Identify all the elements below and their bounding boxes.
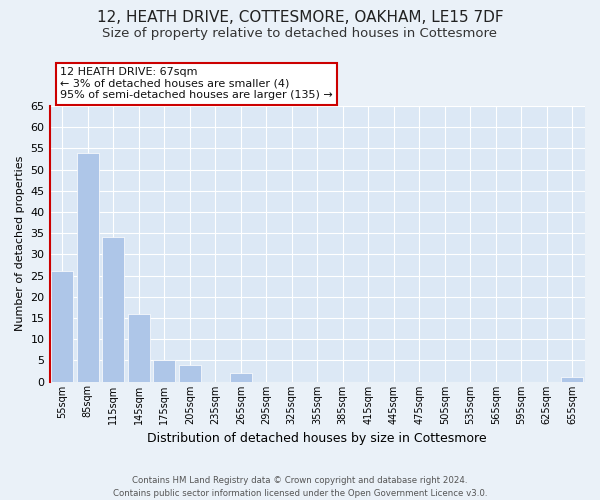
Text: 12, HEATH DRIVE, COTTESMORE, OAKHAM, LE15 7DF: 12, HEATH DRIVE, COTTESMORE, OAKHAM, LE1… — [97, 10, 503, 25]
Text: 12 HEATH DRIVE: 67sqm
← 3% of detached houses are smaller (4)
95% of semi-detach: 12 HEATH DRIVE: 67sqm ← 3% of detached h… — [60, 67, 333, 100]
Bar — [77, 152, 98, 382]
Bar — [154, 360, 175, 382]
Text: Contains HM Land Registry data © Crown copyright and database right 2024.
Contai: Contains HM Land Registry data © Crown c… — [113, 476, 487, 498]
Text: Size of property relative to detached houses in Cottesmore: Size of property relative to detached ho… — [103, 28, 497, 40]
Bar — [103, 238, 124, 382]
Bar — [52, 272, 73, 382]
Bar — [179, 364, 200, 382]
Bar — [230, 373, 251, 382]
Y-axis label: Number of detached properties: Number of detached properties — [15, 156, 25, 332]
Bar — [128, 314, 149, 382]
X-axis label: Distribution of detached houses by size in Cottesmore: Distribution of detached houses by size … — [148, 432, 487, 445]
Bar — [562, 378, 583, 382]
